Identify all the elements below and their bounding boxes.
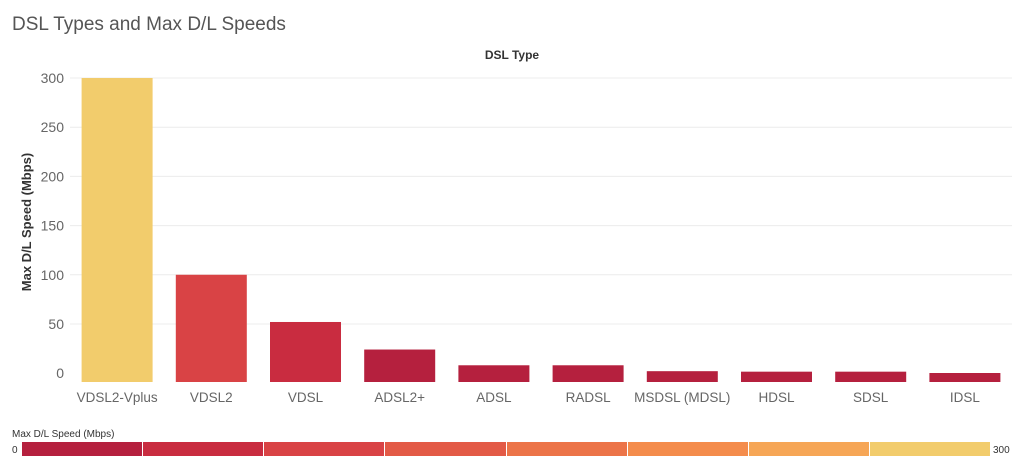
color-legend-segment [748,442,870,456]
chart-title: DSL Types and Max D/L Speeds [12,14,286,35]
bar[interactable] [270,321,341,382]
bar[interactable] [835,371,907,382]
y-tick-label: 50 [48,316,64,332]
color-legend-title: Max D/L Speed (Mbps) [12,429,115,440]
x-tick-label: ADSL [476,390,512,405]
x-axis-tick-labels: VDSL2-Vplus VDSL2 VDSL ADSL2+ ADSL RADSL MSDSL… [77,390,981,405]
bar[interactable] [646,371,718,382]
y-tick-label: 300 [41,70,65,86]
color-legend-segment [869,442,990,456]
y-tick-label: 100 [41,267,65,283]
color-legend-bar [22,442,990,456]
x-tick-label: ADSL2+ [374,390,425,405]
color-legend-segment [506,442,628,456]
x-tick-label: VDSL2-Vplus [77,390,158,405]
y-tick-label: 250 [41,119,65,135]
bar[interactable] [741,371,812,382]
color-legend-segment [143,442,265,456]
bar[interactable] [81,78,153,382]
y-tick-label: 0 [56,365,64,381]
bar[interactable] [929,373,1001,382]
x-tick-label: HDSL [758,390,795,405]
x-tick-label: VDSL2 [190,390,233,405]
color-legend-segment [264,442,386,456]
color-legend-min: 0 [12,445,18,456]
bar[interactable] [458,365,530,382]
y-tick-label: 150 [41,218,65,234]
color-legend-segment [627,442,749,456]
x-axis-title: DSL Type [484,48,540,62]
x-tick-label: RADSL [566,390,612,405]
x-tick-label: SDSL [853,390,889,405]
bar[interactable] [552,365,624,382]
bar-chart: 0 50 100 150 200 250 300 VDSL2-Vplus VDSL2 VDSL A… [19,70,1012,405]
y-tick-label: 200 [41,168,65,184]
x-tick-label: MSDSL (MDSL) [634,390,730,405]
x-tick-label: VDSL [288,390,324,405]
bar[interactable] [364,349,436,382]
bars [81,78,1001,382]
color-legend-max: 300 [993,445,1010,456]
color-legend-segment [22,442,144,456]
bar[interactable] [175,274,247,382]
y-axis-title: Max D/L Speed (Mbps) [19,153,34,291]
y-axis-ticks: 0 50 100 150 200 250 300 [41,70,65,381]
color-legend-segment [385,442,507,456]
x-tick-label: IDSL [950,390,981,405]
